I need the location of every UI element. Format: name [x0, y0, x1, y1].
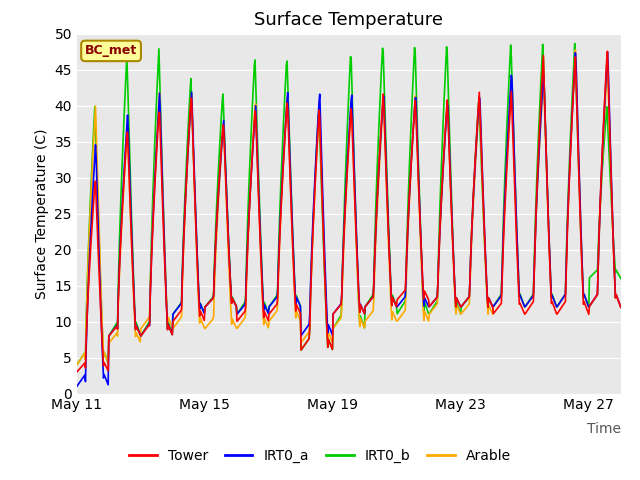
Title: Surface Temperature: Surface Temperature [254, 11, 444, 29]
Text: Time: Time [587, 422, 621, 436]
Y-axis label: Surface Temperature (C): Surface Temperature (C) [35, 128, 49, 299]
Text: BC_met: BC_met [85, 44, 137, 58]
Legend: Tower, IRT0_a, IRT0_b, Arable: Tower, IRT0_a, IRT0_b, Arable [124, 443, 516, 468]
